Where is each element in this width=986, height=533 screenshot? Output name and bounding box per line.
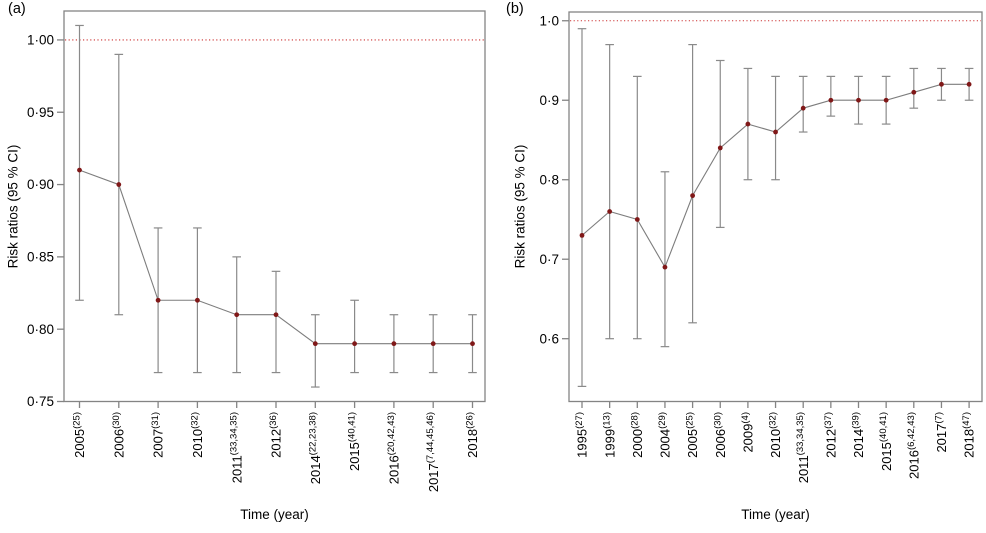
data-point [155, 297, 161, 303]
x-tick-label: 2000(28) [629, 412, 645, 458]
x-tick-label: 2004(29) [657, 412, 673, 458]
x-tick-label: 2007(31) [150, 412, 166, 458]
data-point [312, 341, 318, 347]
data-point [773, 129, 778, 135]
x-tick-label: 2017(7,44,45,46) [425, 412, 441, 492]
y-tick-label: 0·85 [27, 249, 54, 264]
panel-a-y-axis-title: Risk ratios (95 % CI) [5, 144, 21, 269]
x-tick-label: 1995(27) [574, 412, 590, 458]
x-tick-label: 2006(30) [111, 412, 127, 458]
data-point [856, 97, 861, 103]
y-tick-label: 0·80 [27, 322, 54, 337]
data-point [391, 341, 397, 347]
y-tick-label: 0·8 [539, 172, 559, 187]
y-tick-label: 0·75 [27, 394, 54, 409]
panel-b-letter: (b) [506, 1, 524, 17]
data-point [690, 193, 695, 199]
panel-a: 1·00 0·95 0·90 0·85 0·80 0·75 2005(25) 2006(30)… [5, 1, 486, 522]
data-point [470, 341, 475, 347]
panel-b-y-axis-title: Risk ratios (95 % CI) [512, 144, 528, 269]
x-tick-label: 2012(36) [268, 412, 284, 458]
x-tick-label: 2005(25) [72, 412, 88, 458]
y-tick-label: 0·9 [539, 93, 559, 108]
y-tick-label: 1·0 [539, 13, 559, 28]
data-point [662, 264, 668, 270]
x-tick-label: 2011(33,34,35) [795, 412, 811, 483]
x-tick-label: 2017(7) [933, 412, 949, 453]
data-point [883, 97, 889, 103]
y-tick-label: 0·95 [27, 105, 54, 120]
panel-b-x-axis-title: Time (year) [741, 507, 810, 522]
x-tick-label: 2018(26) [465, 412, 481, 458]
data-point [195, 297, 200, 303]
x-tick-label: 2005(25) [685, 412, 701, 458]
data-point [745, 121, 751, 127]
data-point [607, 209, 613, 214]
data-point [939, 81, 944, 87]
x-tick-label: 2006(30) [712, 412, 728, 458]
x-tick-label: 2011(33,34,35) [229, 412, 245, 483]
panel-a-letter: (a) [8, 1, 26, 17]
x-tick-label: 2015(40,41) [878, 412, 894, 471]
y-tick-label: 1·00 [27, 33, 54, 48]
panel-b: 1·0 0·9 0·8 0·7 0·6 1995(27) 1999(13) 2000(28) 2… [493, 0, 986, 533]
panel-a-chart: 1·00 0·95 0·90 0·85 0·80 0·75 2005(25) 2006(30)… [27, 10, 486, 492]
data-point [77, 167, 82, 173]
x-tick-label: 2014(39) [851, 412, 867, 458]
data-point [800, 105, 806, 111]
y-tick-label: 0·7 [539, 252, 559, 267]
x-tick-label: 2015(40,41) [347, 412, 363, 471]
panel-a-x-axis-title: Time (year) [240, 507, 309, 522]
x-tick-label: 2016(20,42,43) [386, 412, 402, 484]
panel-b-chart: 1·0 0·9 0·8 0·7 0·6 1995(27) 1999(13) 2000(28) 2… [539, 11, 983, 483]
x-tick-label: 1999(13) [602, 412, 618, 458]
x-tick-label: 2010(32) [768, 412, 784, 458]
x-tick-label: 2009(4) [740, 412, 756, 453]
data-point [579, 232, 585, 238]
data-point [352, 341, 357, 347]
x-tick-label: 2012(37) [823, 412, 839, 458]
data-point [430, 341, 436, 347]
x-tick-label: 2016(6,42,43) [906, 412, 922, 479]
data-point [634, 217, 640, 222]
data-point [116, 182, 122, 187]
x-tick-label: 2010(32) [189, 412, 205, 458]
x-tick-label: 2018(47) [961, 412, 977, 458]
data-point [911, 89, 917, 95]
y-tick-label: 0·6 [539, 331, 559, 346]
plot-frame [568, 11, 983, 403]
data-point [717, 145, 723, 151]
x-tick-label: 2014(22,23,38) [307, 412, 323, 484]
data-point [828, 97, 834, 103]
data-point [234, 312, 240, 318]
data-point [273, 312, 279, 318]
plot-frame [63, 10, 486, 403]
y-tick-label: 0·90 [27, 177, 54, 192]
data-point [966, 81, 972, 87]
